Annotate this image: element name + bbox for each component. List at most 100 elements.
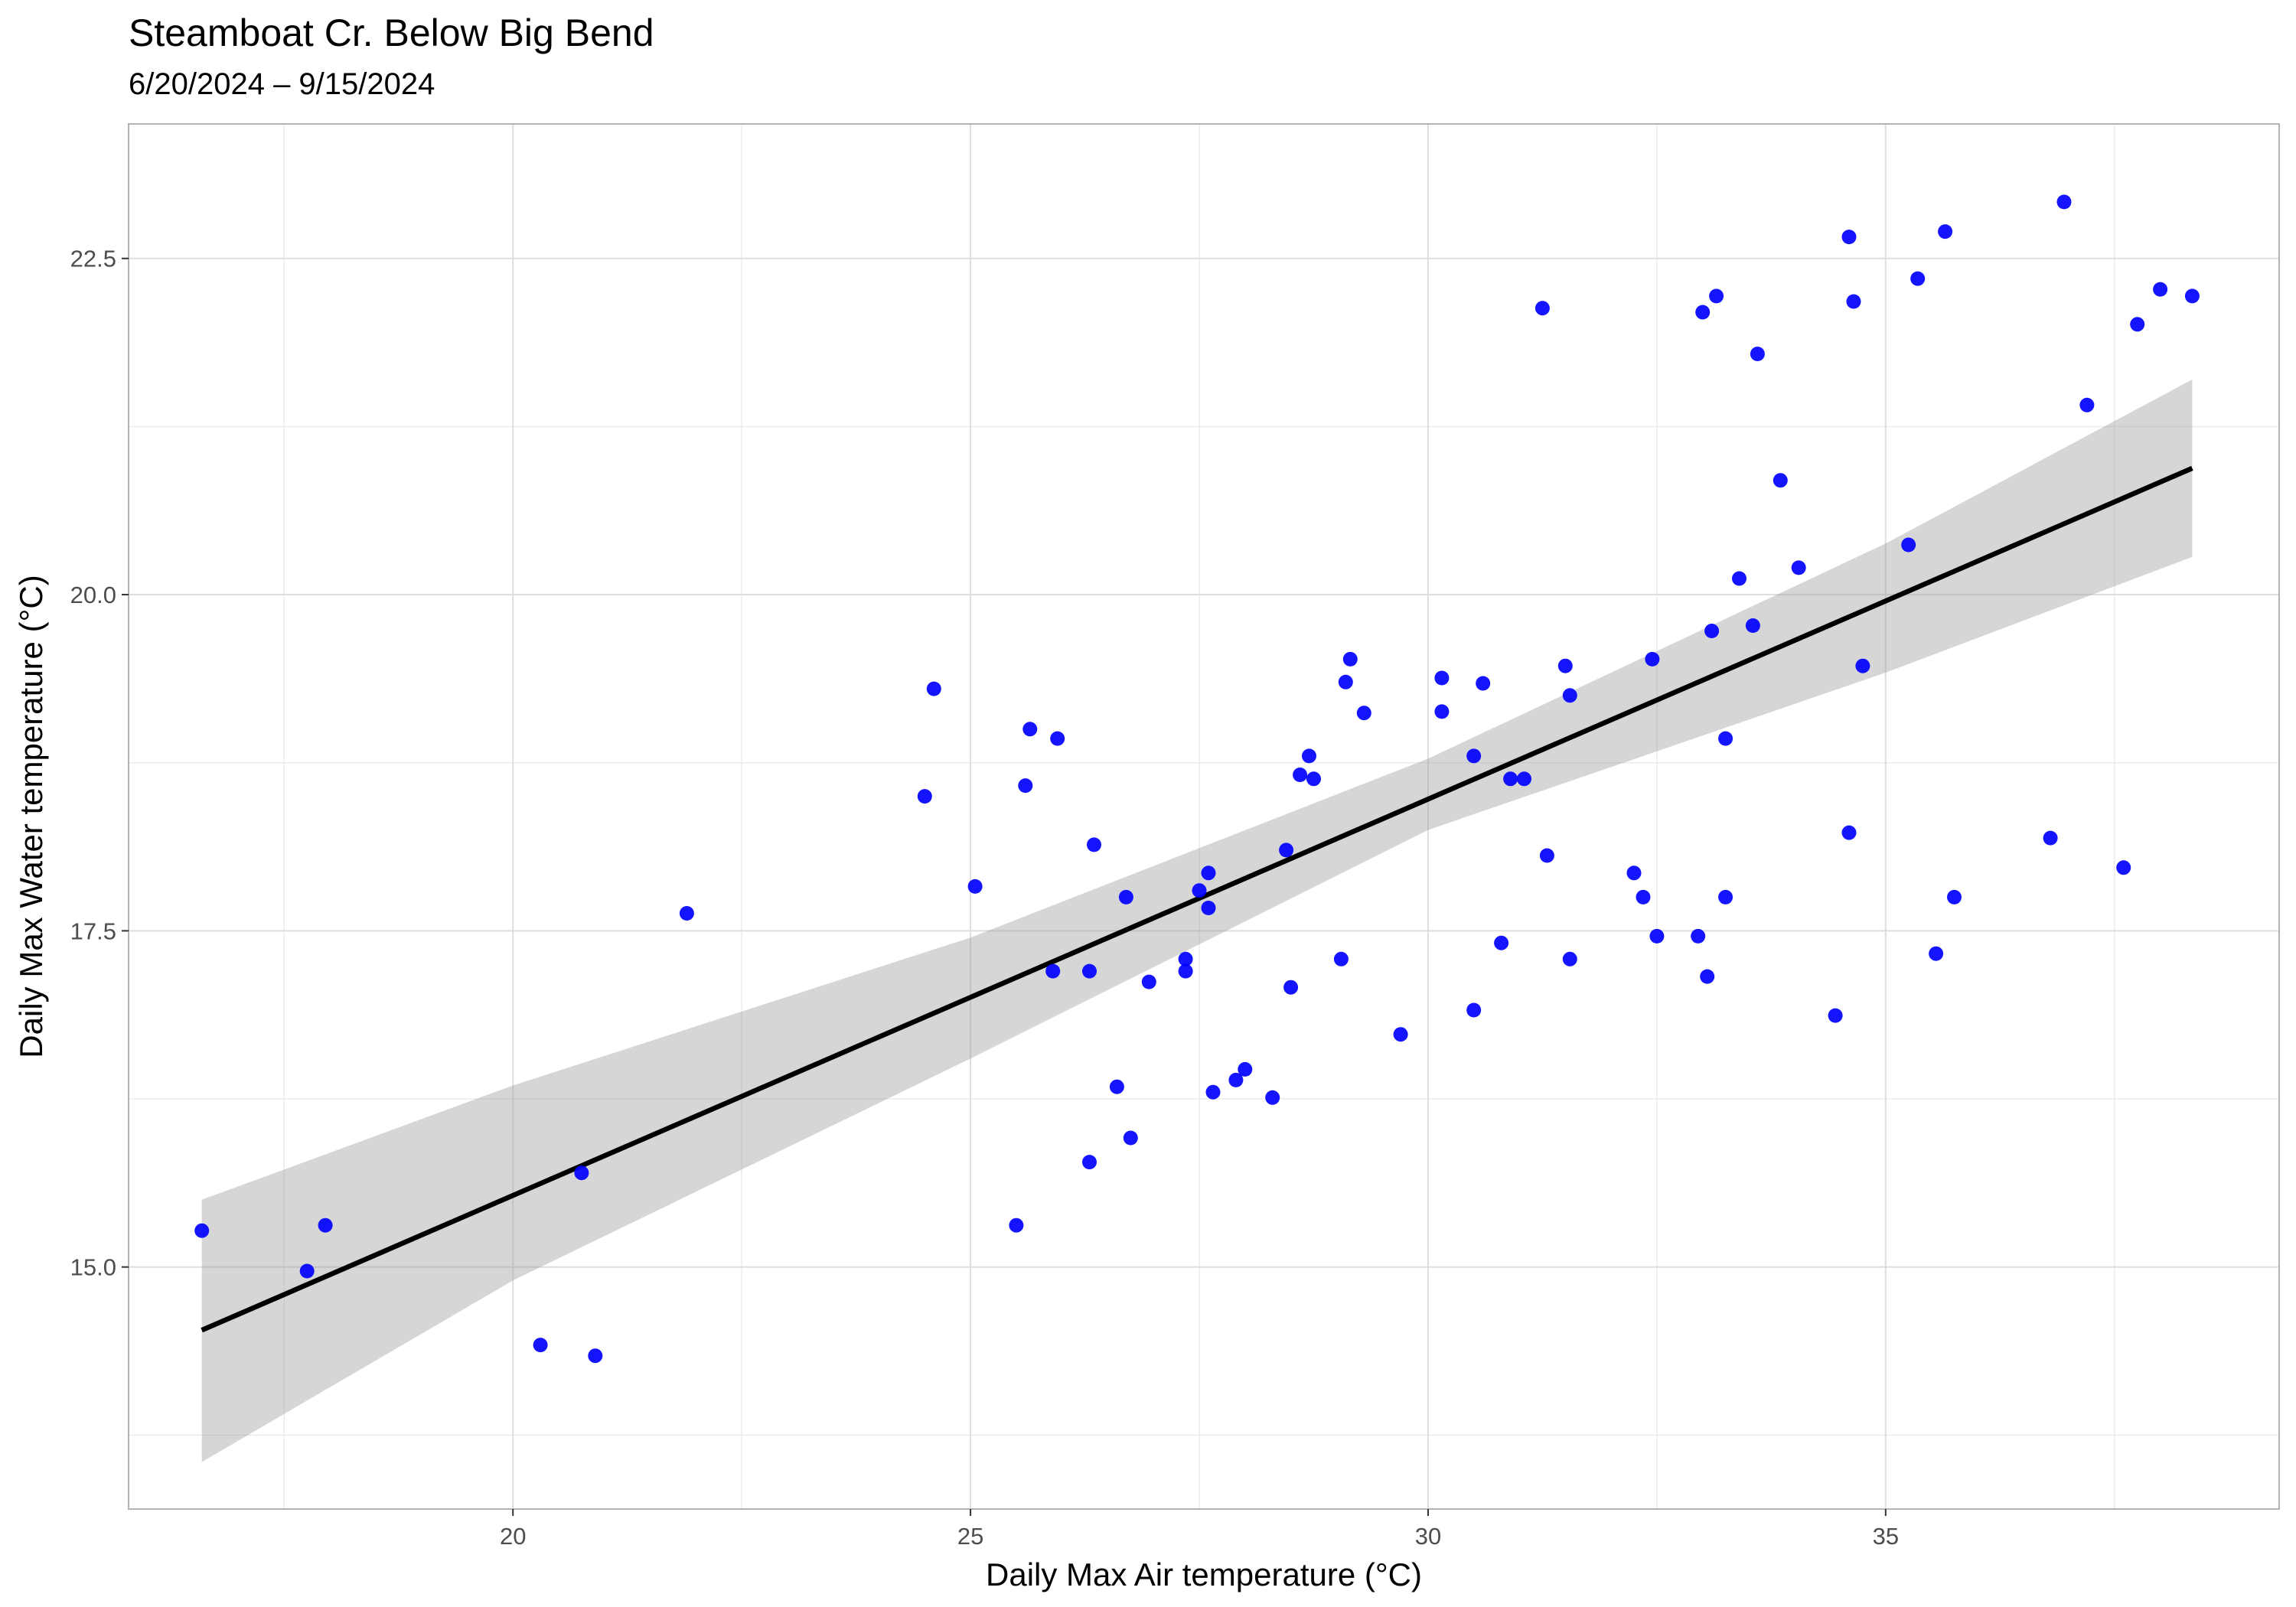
data-point	[1201, 901, 1216, 915]
data-point	[1009, 1217, 1024, 1233]
x-axis-ticks: 20 25 30 35	[500, 1509, 1899, 1550]
data-point	[1636, 889, 1651, 905]
y-tick-label: 17.5	[70, 918, 116, 944]
y-tick-label: 20.0	[70, 582, 116, 608]
data-point	[1910, 271, 1926, 286]
data-point	[1700, 969, 1715, 984]
data-point	[1855, 658, 1870, 673]
data-point	[1109, 1079, 1124, 1094]
plot-panel-border	[128, 123, 2280, 1510]
data-point	[1732, 571, 1746, 586]
data-point	[1938, 224, 1953, 240]
data-point	[1205, 1084, 1221, 1100]
data-point	[2130, 317, 2145, 332]
data-point	[1356, 706, 1371, 721]
data-point	[1773, 473, 1788, 488]
data-point	[1476, 676, 1491, 691]
y-axis-ticks: 15.0 17.5 20.0 22.5	[70, 246, 129, 1281]
data-point	[1841, 825, 1857, 840]
data-point	[1018, 778, 1033, 794]
data-point	[1841, 230, 1857, 245]
data-point	[1302, 748, 1316, 764]
data-point	[926, 681, 941, 696]
data-point	[1709, 288, 1724, 304]
data-point	[2153, 282, 2168, 297]
data-point	[1466, 748, 1482, 764]
data-point	[1123, 1130, 1138, 1146]
data-point	[1626, 865, 1642, 881]
data-point	[1342, 651, 1358, 667]
data-point	[967, 878, 983, 894]
data-point	[1691, 928, 1706, 944]
data-point	[1645, 651, 1660, 667]
data-point	[2043, 830, 2058, 846]
data-point	[2116, 860, 2131, 875]
data-point	[1283, 980, 1299, 995]
data-point	[1087, 837, 1101, 852]
data-point	[1929, 946, 1944, 961]
data-point	[1333, 951, 1349, 966]
x-tick-label: 35	[1873, 1523, 1899, 1550]
data-point	[318, 1217, 333, 1233]
data-point	[1306, 771, 1321, 787]
data-point	[1534, 301, 1550, 316]
data-point	[1082, 1155, 1097, 1170]
data-point	[1082, 963, 1097, 979]
data-point	[1557, 658, 1573, 673]
data-point	[1293, 768, 1308, 782]
y-axis-title: Daily Max Water temperature (°C)	[13, 575, 49, 1058]
major-gridlines	[129, 124, 2279, 1509]
data-point	[1228, 1072, 1244, 1087]
x-tick-label: 30	[1415, 1523, 1441, 1550]
data-points	[194, 194, 2200, 1364]
chart-title: Steamboat Cr. Below Big Bend	[129, 11, 654, 54]
x-axis-title: Daily Max Air temperature (°C)	[986, 1556, 1422, 1592]
data-point	[1265, 1090, 1280, 1105]
data-point	[1393, 1027, 1408, 1042]
regression-line	[201, 465, 2193, 1333]
data-point	[2079, 397, 2095, 412]
data-point	[574, 1165, 589, 1181]
data-point	[1718, 889, 1733, 905]
x-tick-label: 25	[957, 1523, 983, 1550]
data-point	[1901, 537, 1916, 553]
data-point	[1718, 731, 1733, 746]
data-point	[194, 1223, 210, 1238]
data-point	[1695, 305, 1711, 320]
data-point	[1828, 1008, 1843, 1023]
data-point	[1562, 951, 1577, 966]
data-point	[1704, 624, 1720, 638]
data-point	[1178, 951, 1193, 966]
data-point	[1750, 347, 1765, 361]
data-point	[1192, 883, 1207, 898]
data-point	[1649, 928, 1665, 944]
data-point	[1050, 731, 1065, 746]
data-point	[1791, 560, 1806, 575]
data-point	[679, 906, 694, 921]
data-point	[1466, 1002, 1482, 1018]
data-point	[299, 1263, 315, 1279]
y-tick-label: 15.0	[70, 1254, 116, 1281]
chart-subtitle: 6/20/2024 – 9/15/2024	[129, 67, 435, 101]
data-point	[1279, 843, 1294, 858]
data-point	[1846, 294, 1861, 309]
data-point	[917, 789, 932, 804]
data-point	[1338, 674, 1353, 689]
y-tick-label: 22.5	[70, 246, 116, 272]
data-point	[1494, 935, 1509, 950]
data-point	[1947, 889, 1962, 905]
data-point	[1517, 771, 1531, 787]
data-point	[1178, 963, 1193, 979]
data-point	[2056, 194, 2072, 210]
data-point	[588, 1348, 603, 1364]
data-point	[1118, 889, 1133, 905]
data-point	[1434, 704, 1450, 719]
data-point	[1434, 670, 1450, 686]
data-point	[1503, 771, 1518, 787]
data-point	[1238, 1061, 1253, 1077]
x-tick-label: 20	[500, 1523, 526, 1550]
data-point	[533, 1338, 548, 1353]
data-point	[2184, 288, 2200, 304]
data-point	[1141, 974, 1156, 989]
